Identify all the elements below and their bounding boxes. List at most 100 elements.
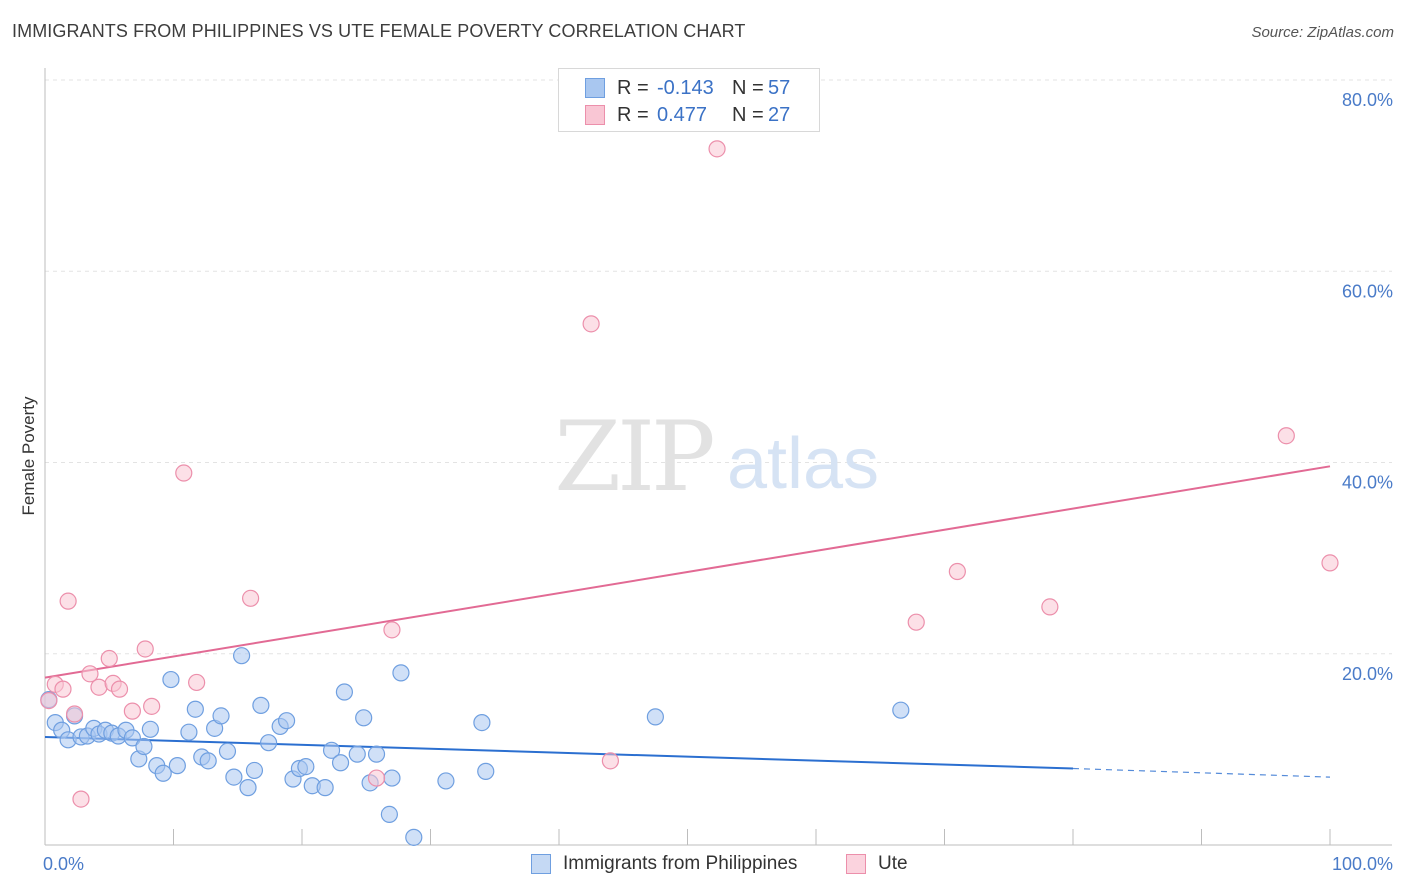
- point-philippines: [316, 779, 334, 797]
- trend-line: [44, 735, 1074, 770]
- point-ute: [54, 680, 72, 698]
- y-tick-label: 60.0%: [1342, 281, 1393, 301]
- point-philippines: [331, 754, 350, 772]
- point-philippines: [168, 757, 186, 775]
- chart-title: IMMIGRANTS FROM PHILIPPINES VS UTE FEMAL…: [12, 21, 746, 41]
- point-philippines: [477, 762, 495, 780]
- point-ute: [143, 697, 161, 715]
- source-label: Source: ZipAtlas.com: [1251, 24, 1394, 41]
- point-ute: [948, 562, 966, 581]
- point-ute: [383, 621, 401, 639]
- point-ute: [90, 678, 108, 696]
- point-philippines: [123, 729, 141, 747]
- trend-line-extension: [1072, 767, 1331, 778]
- point-philippines: [335, 683, 354, 701]
- trend-lines: [44, 465, 1331, 778]
- data-points: [40, 140, 1339, 846]
- point-philippines: [367, 745, 386, 763]
- point-ute: [367, 769, 386, 787]
- point-philippines: [392, 664, 410, 682]
- y-tick-label: 80.0%: [1342, 90, 1393, 110]
- legend-n-value: 27: [768, 103, 791, 126]
- point-ute: [907, 613, 925, 631]
- legend: R = -0.143 N = 57 R = 0.477 N = 27: [558, 68, 820, 132]
- point-philippines: [322, 741, 341, 759]
- y-tick-label: 20.0%: [1342, 664, 1393, 684]
- x-tick-label: 0.0%: [43, 854, 84, 874]
- legend-r-value: -0.143: [657, 76, 714, 99]
- bottom-legend-label-ute: Ute: [878, 853, 908, 874]
- point-ute: [175, 464, 193, 482]
- point-ute: [242, 589, 260, 607]
- y-axis-label: Female Poverty: [19, 396, 38, 516]
- point-ute: [1277, 427, 1295, 445]
- point-philippines: [199, 752, 217, 770]
- trend-line: [44, 465, 1331, 679]
- point-philippines: [239, 779, 257, 797]
- point-philippines: [233, 647, 251, 665]
- legend-n-label: N =: [732, 103, 764, 126]
- point-ute: [81, 665, 99, 683]
- point-philippines: [892, 701, 910, 719]
- legend-r-label: R =: [617, 76, 649, 99]
- bottom-legend-label-philippines: Immigrants from Philippines: [563, 853, 798, 874]
- bottom-legend-swatch-ute: [846, 854, 866, 874]
- x-tick-labels: 0.0% 100.0%: [43, 854, 1393, 874]
- point-philippines: [252, 696, 270, 714]
- point-philippines: [154, 764, 172, 782]
- y-tick-label: 40.0%: [1342, 473, 1393, 493]
- point-philippines: [405, 828, 423, 846]
- bottom-legend-ute: Ute: [846, 852, 908, 876]
- point-ute: [72, 790, 90, 808]
- point-ute: [1321, 554, 1339, 572]
- point-philippines: [212, 707, 230, 725]
- legend-row-philippines: R = -0.143 N = 57: [585, 75, 790, 101]
- point-philippines: [186, 700, 204, 718]
- legend-swatch-ute: [585, 105, 605, 125]
- point-philippines: [277, 712, 296, 730]
- point-philippines: [348, 745, 366, 763]
- point-ute: [582, 315, 600, 333]
- legend-row-ute: R = 0.477 N = 27: [585, 102, 790, 128]
- point-philippines: [383, 769, 401, 787]
- point-philippines: [380, 805, 398, 824]
- point-ute: [1041, 598, 1059, 616]
- point-philippines: [180, 723, 198, 741]
- watermark-atlas: atlas: [727, 424, 879, 504]
- point-philippines: [225, 768, 243, 786]
- point-philippines: [141, 720, 159, 738]
- x-tick-label: 100.0%: [1332, 854, 1393, 874]
- bottom-legend-philippines: Immigrants from Philippines: [531, 852, 797, 876]
- legend-n-value: 57: [768, 76, 791, 99]
- point-philippines: [218, 742, 237, 760]
- axes: [44, 68, 1392, 846]
- point-ute: [708, 140, 726, 158]
- point-ute: [40, 692, 58, 710]
- point-philippines: [162, 670, 180, 689]
- point-philippines: [437, 772, 455, 790]
- point-philippines: [473, 713, 491, 732]
- point-philippines: [355, 709, 373, 727]
- point-philippines: [646, 708, 664, 726]
- point-ute: [123, 702, 141, 720]
- point-ute: [59, 592, 77, 610]
- point-philippines: [259, 734, 278, 752]
- y-tick-labels: 20.0% 40.0% 60.0% 80.0%: [1342, 90, 1393, 684]
- bottom-legend-swatch-philippines: [531, 854, 551, 874]
- point-ute: [601, 752, 620, 770]
- legend-n-label: N =: [732, 76, 764, 99]
- watermark-zip: ZIP: [554, 401, 713, 513]
- point-ute: [100, 649, 118, 668]
- legend-r-value: 0.477: [657, 103, 708, 126]
- point-ute: [136, 640, 154, 658]
- point-ute: [188, 673, 206, 692]
- legend-r-label: R =: [617, 103, 649, 126]
- watermark: ZIP atlas: [554, 401, 879, 513]
- legend-swatch-philippines: [585, 78, 605, 98]
- point-ute: [65, 705, 84, 723]
- grid-lines: [45, 79, 1392, 655]
- point-ute: [110, 680, 129, 698]
- point-philippines: [135, 737, 153, 756]
- point-philippines: [245, 761, 264, 780]
